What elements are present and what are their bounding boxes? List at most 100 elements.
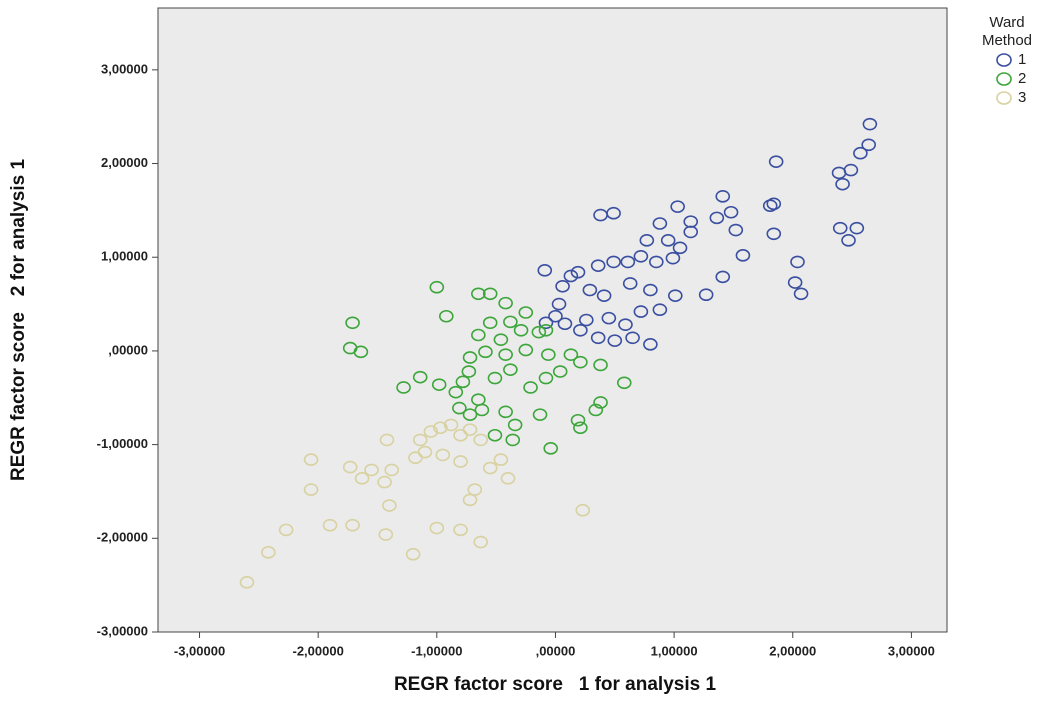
point	[606, 206, 621, 220]
point	[405, 547, 421, 561]
point	[364, 463, 379, 477]
point	[575, 503, 591, 517]
point	[593, 358, 608, 372]
point	[633, 249, 649, 263]
point	[435, 448, 451, 462]
point	[573, 421, 588, 435]
point	[582, 283, 598, 297]
point	[493, 333, 509, 346]
point	[709, 211, 725, 225]
point	[482, 461, 498, 475]
legend-swatch	[996, 90, 1012, 105]
point	[537, 264, 553, 277]
point	[665, 251, 681, 265]
point	[345, 316, 360, 330]
point	[462, 423, 478, 436]
point	[601, 311, 617, 325]
y-tick-label: 3,00000	[101, 61, 148, 76]
point	[573, 355, 588, 369]
y-tick-label: 2,00000	[101, 155, 148, 170]
point	[853, 146, 868, 160]
point	[715, 190, 731, 203]
point	[649, 255, 664, 269]
point	[482, 287, 498, 301]
point	[378, 528, 394, 541]
point	[861, 138, 876, 152]
point	[487, 371, 503, 385]
point	[618, 318, 633, 331]
y-tick-label: -3,00000	[97, 623, 148, 638]
point	[835, 177, 850, 191]
point	[518, 343, 534, 357]
point	[429, 521, 445, 535]
point	[433, 421, 448, 435]
point	[683, 225, 699, 239]
legend-swatch	[996, 71, 1012, 86]
point	[462, 351, 478, 364]
legend-item: 2	[994, 69, 1062, 88]
point	[607, 334, 623, 347]
point	[670, 200, 685, 213]
point	[473, 433, 489, 447]
x-tick-label: 2,00000	[769, 643, 816, 658]
point	[787, 276, 803, 289]
point	[278, 523, 294, 537]
point	[448, 385, 464, 399]
point	[412, 370, 428, 384]
point	[639, 234, 655, 247]
point	[322, 518, 338, 532]
point	[766, 197, 782, 211]
point	[538, 316, 554, 330]
point	[498, 348, 513, 361]
point	[498, 296, 513, 310]
point	[667, 289, 683, 302]
x-tick-label: ,00000	[536, 643, 576, 658]
x-tick-label: 1,00000	[651, 643, 698, 658]
y-tick-label: 1,00000	[101, 249, 148, 264]
point	[412, 433, 428, 447]
point	[523, 381, 538, 394]
legend-swatch	[996, 52, 1012, 67]
point	[579, 313, 594, 327]
point	[453, 523, 468, 537]
point	[354, 472, 370, 485]
point	[462, 493, 478, 507]
point	[841, 234, 856, 247]
point	[672, 241, 688, 255]
x-tick-label: 3,00000	[888, 643, 935, 658]
point	[766, 227, 782, 241]
point	[461, 365, 477, 378]
point	[431, 378, 447, 391]
legend-item: 3	[994, 88, 1062, 107]
point	[471, 287, 486, 301]
point	[379, 433, 395, 447]
point	[831, 166, 847, 180]
point	[518, 306, 534, 319]
point	[588, 403, 604, 417]
point	[239, 576, 255, 589]
point	[660, 234, 676, 247]
y-tick-label: ,00000	[108, 342, 148, 357]
point	[548, 309, 563, 323]
legend: Ward Method 1 2 3	[972, 14, 1062, 107]
legend-marker	[996, 90, 1012, 105]
point	[552, 365, 568, 378]
point	[353, 345, 369, 359]
point	[643, 283, 658, 297]
point	[396, 381, 411, 394]
point	[570, 413, 586, 427]
point	[513, 324, 529, 337]
point	[505, 433, 521, 447]
point	[541, 348, 556, 361]
point	[563, 348, 579, 361]
point	[573, 324, 588, 337]
point	[620, 255, 636, 269]
point	[762, 199, 778, 212]
point	[417, 445, 433, 459]
y-tick-label: -2,00000	[97, 530, 148, 545]
point	[543, 442, 559, 455]
point	[382, 499, 397, 512]
point	[625, 331, 640, 345]
